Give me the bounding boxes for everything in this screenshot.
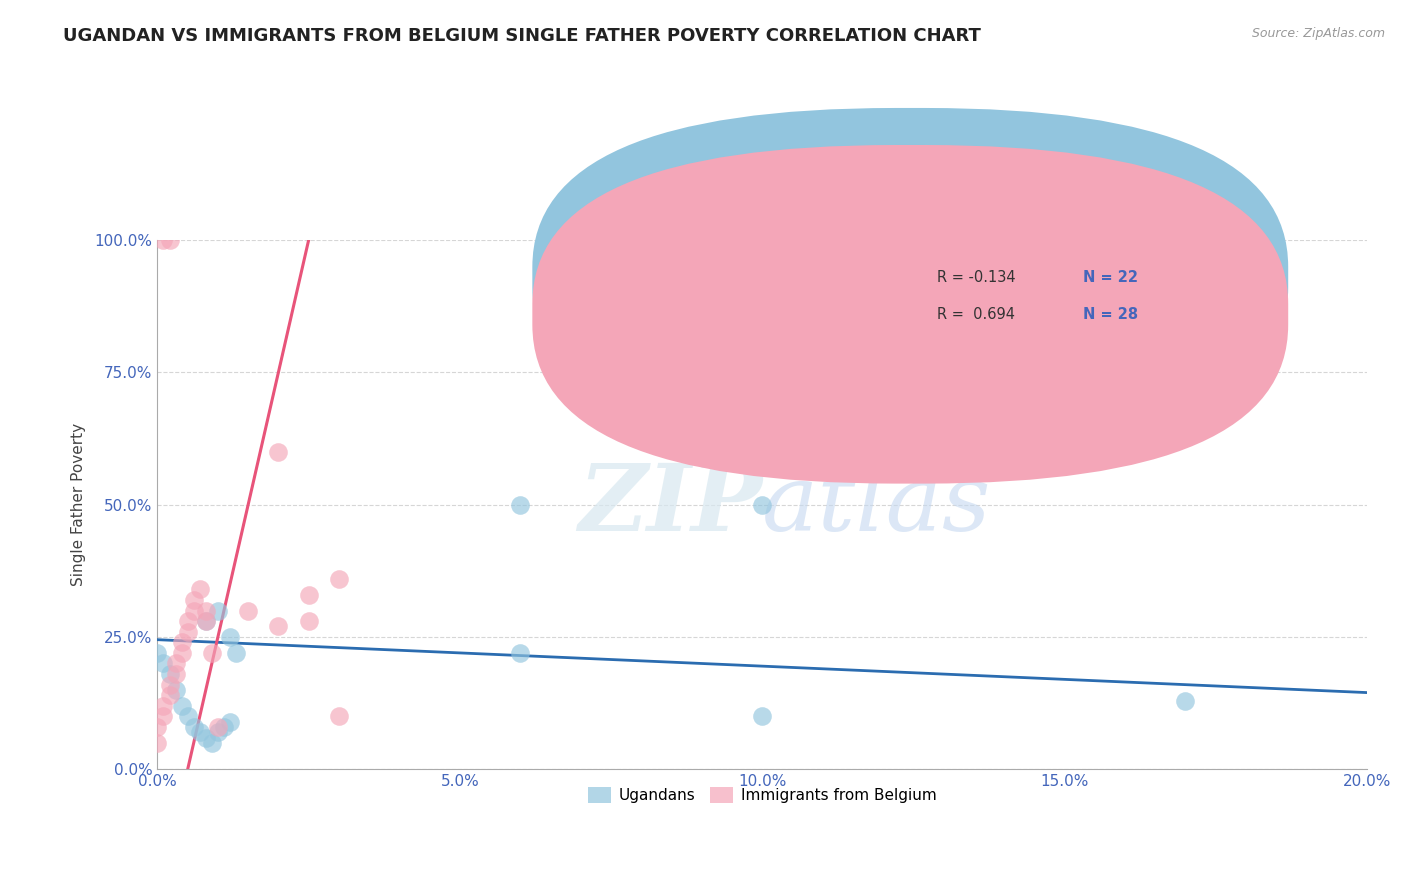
Point <box>212 720 235 734</box>
Point <box>194 614 217 628</box>
Point <box>146 720 169 734</box>
Point <box>165 667 187 681</box>
Point <box>159 667 181 681</box>
Point <box>194 731 217 745</box>
Point <box>225 646 247 660</box>
Point <box>267 619 290 633</box>
Text: Source: ZipAtlas.com: Source: ZipAtlas.com <box>1251 27 1385 40</box>
Point <box>219 714 242 729</box>
Text: N = 22: N = 22 <box>1083 269 1137 285</box>
Text: N = 28: N = 28 <box>1083 307 1137 322</box>
Point <box>201 736 224 750</box>
Legend: Ugandans, Immigrants from Belgium: Ugandans, Immigrants from Belgium <box>582 781 942 809</box>
Point <box>219 630 242 644</box>
FancyBboxPatch shape <box>877 264 1204 338</box>
Text: ZIP: ZIP <box>578 459 762 549</box>
Y-axis label: Single Father Poverty: Single Father Poverty <box>72 423 86 586</box>
Text: UGANDAN VS IMMIGRANTS FROM BELGIUM SINGLE FATHER POVERTY CORRELATION CHART: UGANDAN VS IMMIGRANTS FROM BELGIUM SINGL… <box>63 27 981 45</box>
Point <box>751 709 773 723</box>
Point <box>1174 693 1197 707</box>
Point <box>509 498 531 512</box>
Point <box>183 604 205 618</box>
Point <box>207 604 229 618</box>
Point <box>207 725 229 739</box>
Text: atlas: atlas <box>762 459 991 549</box>
Point <box>159 233 181 247</box>
Point <box>188 725 211 739</box>
FancyBboxPatch shape <box>533 108 1288 447</box>
Point <box>159 688 181 702</box>
Point <box>152 233 174 247</box>
Point <box>183 593 205 607</box>
Point <box>165 682 187 697</box>
Point <box>267 445 290 459</box>
Point <box>176 614 198 628</box>
Point <box>165 657 187 671</box>
Point <box>152 709 174 723</box>
Point <box>176 624 198 639</box>
Point <box>152 657 174 671</box>
Point <box>751 498 773 512</box>
Point <box>146 646 169 660</box>
Point <box>207 720 229 734</box>
Point <box>188 582 211 597</box>
Point <box>159 678 181 692</box>
Point <box>328 709 350 723</box>
Point <box>201 646 224 660</box>
Point <box>152 698 174 713</box>
Point <box>194 614 217 628</box>
FancyBboxPatch shape <box>533 145 1288 483</box>
Text: R =  0.694: R = 0.694 <box>938 307 1015 322</box>
Point <box>183 720 205 734</box>
Point <box>170 646 193 660</box>
Point <box>236 604 259 618</box>
Point <box>297 588 319 602</box>
Point <box>170 698 193 713</box>
Point <box>170 635 193 649</box>
Text: R = -0.134: R = -0.134 <box>938 269 1017 285</box>
Point <box>509 646 531 660</box>
Point <box>328 572 350 586</box>
Point <box>146 736 169 750</box>
Point <box>176 709 198 723</box>
Point <box>194 604 217 618</box>
Point <box>297 614 319 628</box>
